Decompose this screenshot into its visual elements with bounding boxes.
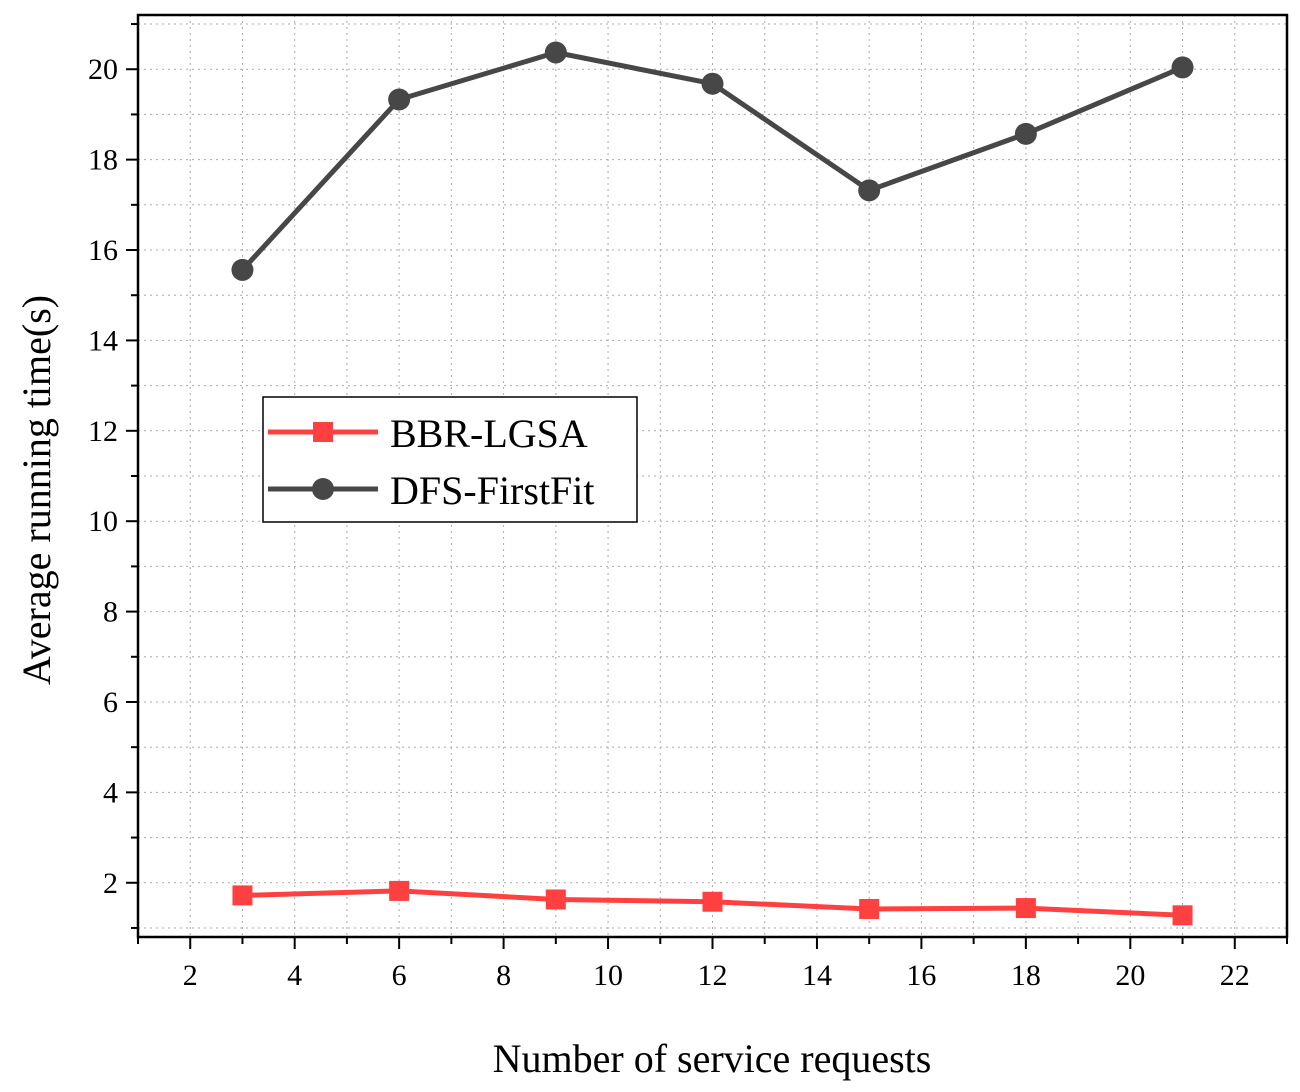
y-tick-label: 6 xyxy=(103,686,118,719)
data-point-dfs-firstfit xyxy=(1171,56,1194,79)
x-tick-label: 12 xyxy=(698,959,728,992)
x-tick-label: 4 xyxy=(287,959,302,992)
x-tick-label: 6 xyxy=(392,959,407,992)
data-point-bbr-lgsa xyxy=(389,880,410,901)
y-tick-label: 10 xyxy=(88,505,118,538)
data-point-dfs-firstfit xyxy=(858,179,881,202)
legend-marker-bbr xyxy=(313,422,333,442)
y-tick-label: 14 xyxy=(88,324,118,357)
y-tick-label: 4 xyxy=(103,776,118,809)
y-tick-label: 20 xyxy=(88,53,118,86)
legend-marker-dfs xyxy=(312,478,334,500)
data-point-dfs-firstfit xyxy=(231,258,254,281)
data-point-bbr-lgsa xyxy=(1172,905,1193,926)
x-tick-label: 8 xyxy=(496,959,511,992)
y-tick-label: 18 xyxy=(88,144,118,177)
x-tick-label: 14 xyxy=(802,959,832,992)
grid xyxy=(137,15,1288,937)
x-tick-label: 18 xyxy=(1011,959,1041,992)
y-tick-label: 2 xyxy=(103,867,118,900)
data-point-dfs-firstfit xyxy=(388,88,411,111)
y-tick-label: 8 xyxy=(103,596,118,629)
data-point-bbr-lgsa xyxy=(702,891,723,912)
data-point-bbr-lgsa xyxy=(545,889,566,910)
series-markers xyxy=(231,41,1194,926)
y-tick-label: 16 xyxy=(88,234,118,267)
data-point-bbr-lgsa xyxy=(859,898,880,919)
legend: BBR-LGSA DFS-FirstFit xyxy=(262,396,638,523)
legend-label-bbr: BBR-LGSA xyxy=(390,411,588,456)
data-point-bbr-lgsa xyxy=(1015,898,1036,919)
data-point-dfs-firstfit xyxy=(544,41,567,64)
x-tick-label: 10 xyxy=(593,959,623,992)
x-tick-label: 16 xyxy=(906,959,936,992)
legend-label-dfs: DFS-FirstFit xyxy=(390,468,595,513)
data-point-dfs-firstfit xyxy=(1014,122,1037,145)
data-point-bbr-lgsa xyxy=(232,885,253,906)
data-point-dfs-firstfit xyxy=(701,72,724,95)
y-tick-label: 12 xyxy=(88,415,118,448)
x-tick-label: 20 xyxy=(1115,959,1145,992)
x-axis-title: Number of service requests xyxy=(493,1036,932,1081)
y-axis-title: Average running time(s) xyxy=(14,295,59,685)
x-tick-label: 2 xyxy=(183,959,198,992)
legend-box xyxy=(262,396,638,523)
x-tick-label: 22 xyxy=(1220,959,1250,992)
axis-ticks xyxy=(126,23,1288,949)
